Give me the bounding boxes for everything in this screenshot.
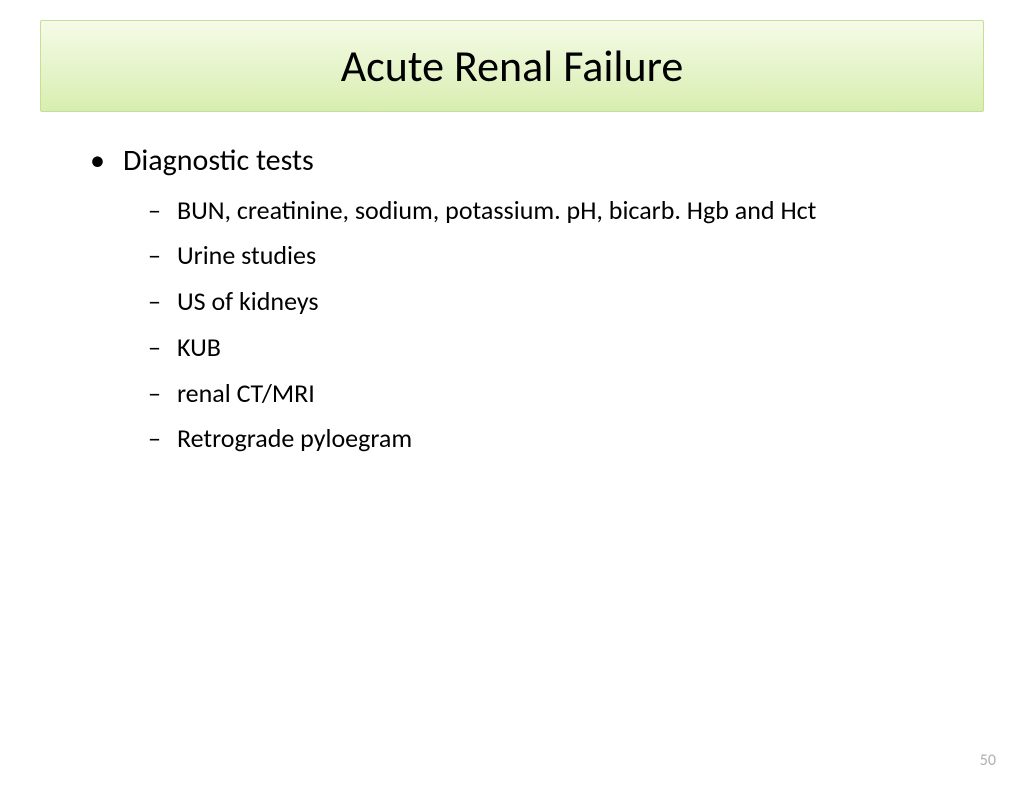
slide-number: 50 xyxy=(980,751,996,770)
bullet-l1-text: Diagnostic tests xyxy=(123,142,314,180)
slide-title: Acute Renal Failure xyxy=(41,39,983,93)
bullet-l2-text: Urine studies xyxy=(177,239,316,273)
bullet-level-2: –renal CT/MRI xyxy=(148,377,964,411)
slide-title-box: Acute Renal Failure xyxy=(40,20,984,112)
bullet-l2-text: US of kidneys xyxy=(177,285,319,319)
bullet-marker-dash: – xyxy=(148,194,161,228)
bullet-level-2: –US of kidneys xyxy=(148,285,964,319)
sub-bullets-container: –BUN, creatinine, sodium, potassium. pH,… xyxy=(60,194,964,457)
bullet-level-2: –Urine studies xyxy=(148,239,964,273)
bullet-marker-dash: – xyxy=(148,422,161,456)
bullet-marker-dash: – xyxy=(148,285,161,319)
bullet-l2-text: Retrograde pyloegram xyxy=(177,422,412,456)
bullet-l2-text: BUN, creatinine, sodium, potassium. pH, … xyxy=(177,194,816,228)
bullet-marker-dash: – xyxy=(148,377,161,411)
bullet-marker-dash: – xyxy=(148,239,161,273)
bullet-l2-text: KUB xyxy=(177,331,221,365)
bullet-level-1: • Diagnostic tests xyxy=(90,142,964,180)
slide-content: • Diagnostic tests –BUN, creatinine, sod… xyxy=(60,142,964,456)
bullet-level-2: –BUN, creatinine, sodium, potassium. pH,… xyxy=(148,194,964,228)
bullet-marker-disc: • xyxy=(90,142,105,180)
bullet-marker-dash: – xyxy=(148,331,161,365)
bullet-level-2: –KUB xyxy=(148,331,964,365)
bullet-level-2: –Retrograde pyloegram xyxy=(148,422,964,456)
bullet-l2-text: renal CT/MRI xyxy=(177,377,315,411)
